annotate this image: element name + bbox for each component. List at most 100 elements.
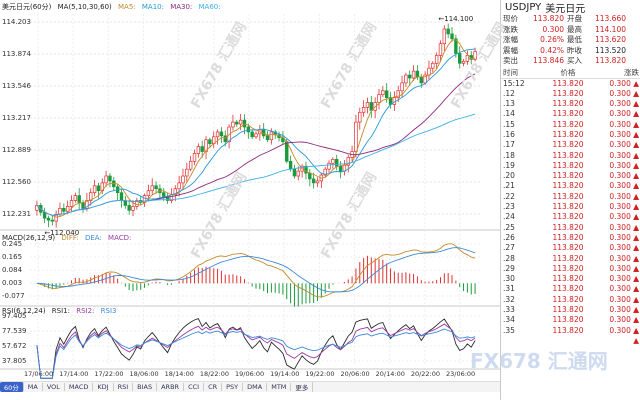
candle-body bbox=[427, 67, 431, 76]
candle-body bbox=[327, 162, 331, 170]
candle-body bbox=[73, 195, 78, 201]
candle-body bbox=[165, 196, 170, 201]
tick-row: .15 113.820 0.300 ▲ ▲ bbox=[501, 120, 640, 139]
candle-body bbox=[162, 192, 166, 197]
tick-price: 113.820 bbox=[552, 253, 584, 263]
candle-body bbox=[146, 190, 151, 196]
candle-body bbox=[135, 200, 139, 207]
candle-body bbox=[396, 90, 400, 98]
toolbar-ma[interactable]: MA bbox=[24, 383, 43, 391]
time-axis-label: 18/06:00 bbox=[130, 370, 159, 378]
chart-area[interactable]: 114.203 113.874 113.546 113.217 112.889 112.5… bbox=[0, 0, 510, 400]
symbol-code: USDJPY bbox=[505, 1, 542, 13]
tick-time: .14 bbox=[503, 109, 515, 119]
tick-change: 0.300 ▲ ▲ bbox=[609, 263, 639, 284]
tick-row: .19 113.820 0.300 ▲ ▲ bbox=[501, 161, 640, 180]
candle-body bbox=[42, 211, 47, 219]
candle-body bbox=[54, 213, 58, 222]
toolbar-more[interactable]: 更多 bbox=[291, 382, 314, 392]
quote-label: 最高 bbox=[567, 24, 582, 34]
candle-body bbox=[304, 165, 308, 174]
time-axis-label: 20/06:00 bbox=[341, 370, 370, 378]
quote-value: 113.660 bbox=[594, 14, 626, 23]
time-axis-label: 17/14:00 bbox=[59, 370, 88, 378]
candle-body bbox=[223, 135, 227, 143]
ma10-label: MA10: bbox=[141, 3, 164, 11]
candle-body bbox=[208, 139, 212, 145]
toolbar-period[interactable]: 60分 bbox=[0, 382, 24, 392]
toolbar-kdj[interactable]: KDJ bbox=[93, 383, 114, 391]
tick-row: .13 113.820 0.300 ▲ ▲ bbox=[501, 99, 640, 118]
tick-change: 0.300 ▲ ▲ bbox=[609, 191, 639, 212]
tick-price: 113.820 bbox=[552, 140, 584, 150]
ma-legend-label: MA(5,10,30,60) bbox=[57, 3, 112, 11]
tick-time: .22 bbox=[503, 191, 515, 201]
ticks-list[interactable]: 15:12 113.820 0.300 ▲ ▲ .12 113.820 0.300 ▲ ▲… bbox=[501, 78, 640, 345]
tick-price: 113.820 bbox=[552, 99, 584, 109]
indicator-toolbar[interactable]: 60分 MA VOL MACD KDJ RSI BIAS ARBR CCI CR… bbox=[0, 381, 500, 392]
candle-body bbox=[242, 119, 247, 128]
tick-time: .18 bbox=[503, 150, 515, 160]
candle-body bbox=[185, 168, 189, 177]
toolbar-cr[interactable]: CR bbox=[204, 383, 223, 391]
tick-price: 113.820 bbox=[552, 202, 584, 212]
tick-price: 113.820 bbox=[552, 263, 584, 273]
candle-body bbox=[85, 200, 89, 209]
toolbar-rsi[interactable]: RSI bbox=[114, 383, 134, 391]
tick-row: .32 113.820 0.300 ▲ ▲ bbox=[501, 295, 640, 314]
price-axis-label: 112.889 bbox=[2, 146, 31, 154]
toolbar-macd[interactable]: MACD bbox=[65, 383, 94, 391]
tick-change: 0.300 ▲ ▲ bbox=[609, 294, 639, 315]
tick-change: 0.300 ▲ ▲ bbox=[609, 109, 639, 129]
candle-body bbox=[365, 102, 370, 108]
candle-body bbox=[154, 185, 158, 190]
toolbar-dma[interactable]: DMA bbox=[243, 383, 268, 391]
toolbar-arbr[interactable]: ARBR bbox=[157, 383, 185, 391]
tick-time: .21 bbox=[503, 181, 515, 191]
tick-price: 113.820 bbox=[552, 109, 584, 119]
time-axis-label: 23/06:00 bbox=[446, 370, 475, 378]
rsi-axis-label: 57.672 bbox=[2, 342, 27, 350]
tick-change: 0.300 ▲ ▲ bbox=[609, 171, 639, 191]
candle-body bbox=[465, 55, 470, 62]
diff-line bbox=[36, 243, 476, 298]
candle-body bbox=[62, 208, 66, 212]
tick-price: 113.820 bbox=[552, 294, 584, 304]
toolbar-mtm[interactable]: MTM bbox=[267, 383, 292, 391]
tick-change: 0.300 ▲ ▲ bbox=[609, 243, 639, 263]
macd-legend: MACD(26,12,9) DIFF: DEA: MACD: bbox=[2, 234, 135, 242]
tick-change: 0.300 ▲ ▲ bbox=[609, 232, 639, 253]
ticks-header-time: 时间 bbox=[503, 67, 518, 77]
ma5-line bbox=[36, 39, 476, 218]
tick-time: 15:12 bbox=[503, 78, 525, 88]
tick-time: .32 bbox=[503, 294, 515, 304]
tick-row: .20 113.820 0.300 ▲ ▲ bbox=[501, 171, 640, 190]
quote-label: 现价 bbox=[503, 14, 518, 23]
rsi3-label: RSI3 bbox=[100, 307, 117, 315]
tick-time: .28 bbox=[503, 253, 515, 263]
candle-body bbox=[81, 202, 85, 209]
time-axis-label: 17/06:00 bbox=[24, 370, 53, 378]
ma10-line bbox=[36, 48, 476, 216]
macd-axis-label: -0.077 bbox=[2, 292, 25, 300]
toolbar-psy[interactable]: PSY bbox=[222, 383, 244, 391]
candle-body bbox=[473, 51, 477, 60]
quote-value: 0.26% bbox=[540, 35, 564, 44]
symbol-name: 美元日元 bbox=[545, 3, 586, 15]
toolbar-vol[interactable]: VOL bbox=[43, 383, 65, 391]
candle-body bbox=[69, 200, 74, 207]
candle-body bbox=[404, 74, 408, 84]
price-chart[interactable]: 114.203 113.874 113.546 113.217 112.889 112.5… bbox=[0, 0, 500, 400]
macd-axis-label: 0.084 bbox=[2, 266, 23, 274]
quote-label: 最低 bbox=[567, 35, 582, 44]
candle-body bbox=[331, 159, 335, 164]
toolbar-bias[interactable]: BIAS bbox=[133, 383, 158, 391]
dea-label: DEA: bbox=[84, 234, 102, 242]
tick-row: .17 113.820 0.300 ▲ ▲ bbox=[501, 140, 640, 159]
candle-body bbox=[177, 182, 181, 190]
dea-line bbox=[36, 247, 476, 293]
toolbar-cci[interactable]: CCI bbox=[184, 383, 205, 391]
candle-body bbox=[219, 131, 224, 137]
price-axis-label: 112.231 bbox=[2, 210, 31, 218]
ticks-header: 时间 价格 涨跌 bbox=[501, 67, 640, 79]
